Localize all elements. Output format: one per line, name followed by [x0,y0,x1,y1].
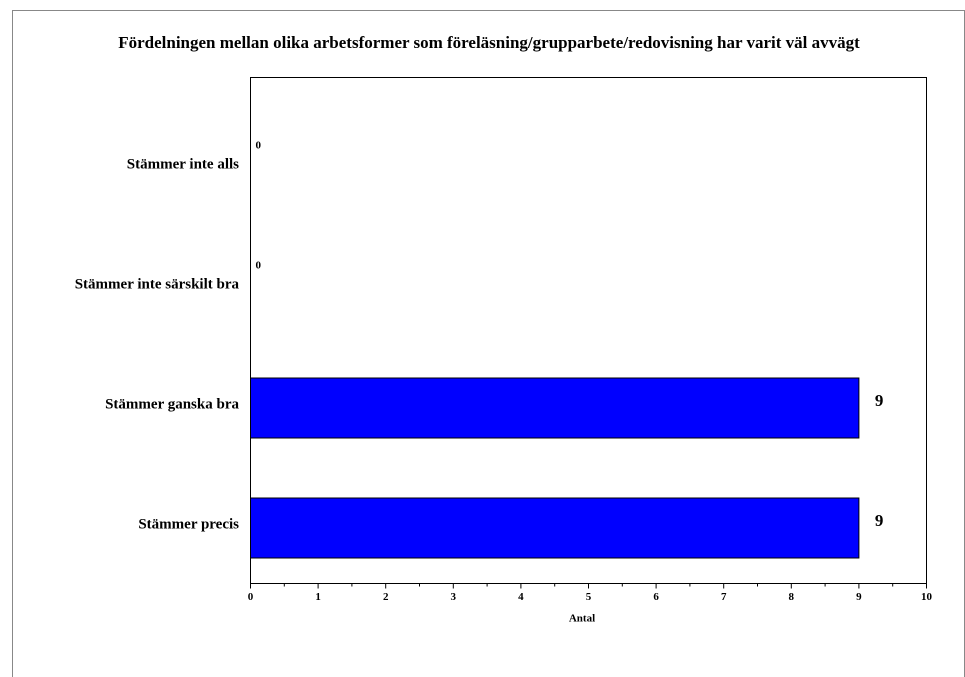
x-tick-label: 0 [248,591,254,603]
chart-title: Fördelningen mellan olika arbetsformer s… [118,33,860,52]
x-tick-label: 7 [721,591,727,603]
value-label: 0 [256,260,262,272]
x-tick-label: 1 [315,591,321,603]
x-axis-label: Antal [569,613,595,625]
bar [250,377,860,439]
x-tick-label: 2 [383,591,389,603]
x-tick-label: 6 [653,591,659,603]
x-tick-label: 3 [451,591,457,603]
y-tick-label: Stämmer inte särskilt bra [75,276,240,292]
value-label: 9 [875,391,884,410]
x-tick-label: 8 [789,591,795,603]
frame [12,10,965,677]
x-tick-label: 4 [518,591,524,603]
value-label: 9 [875,511,884,530]
y-tick-label: Stämmer inte alls [127,156,239,172]
y-tick-label: Stämmer ganska bra [105,396,239,412]
value-label: 0 [256,140,262,152]
y-tick-label: Stämmer precis [138,516,239,532]
bar [250,497,860,559]
x-tick-label: 10 [921,591,933,603]
x-tick-label: 9 [856,591,862,603]
x-tick-label: 5 [586,591,592,603]
